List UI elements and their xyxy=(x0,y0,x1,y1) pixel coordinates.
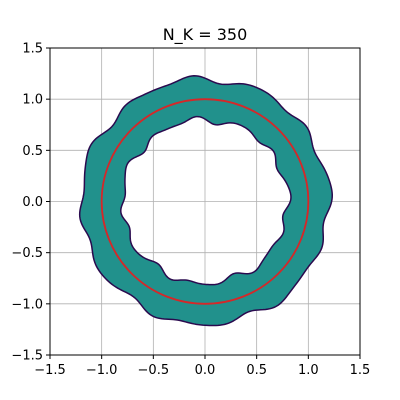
chart-title: N_K = 350 xyxy=(163,25,248,45)
x-tick-label-1: −1.0 xyxy=(86,363,118,378)
y-tick-label-5: 1.0 xyxy=(22,93,43,108)
y-tick-label-4: 0.5 xyxy=(22,144,43,159)
annulus-region xyxy=(78,75,334,327)
x-tick-label-3: 0.0 xyxy=(195,363,216,378)
axis-ticks: −1.5 −1.0 −0.5 0.0 0.5 1.0 1.5 −1.5 −1.0 −0.5 0.0 0… xyxy=(11,42,370,379)
plot-shapes xyxy=(78,75,334,327)
y-tick-label-0: −1.5 xyxy=(11,349,43,364)
y-tick-label-2: −0.5 xyxy=(11,246,43,261)
x-tick-label-5: 1.0 xyxy=(298,363,319,378)
y-tick-label-1: −1.0 xyxy=(11,297,43,312)
x-tick-label-0: −1.5 xyxy=(34,363,66,378)
y-tick-label-3: 0.0 xyxy=(22,195,43,210)
x-tick-label-6: 1.5 xyxy=(350,363,371,378)
x-tick-label-4: 0.5 xyxy=(246,363,267,378)
reference-circle xyxy=(100,98,310,305)
x-tick-label-2: −0.5 xyxy=(138,363,170,378)
y-tick-label-6: 1.5 xyxy=(22,42,43,57)
